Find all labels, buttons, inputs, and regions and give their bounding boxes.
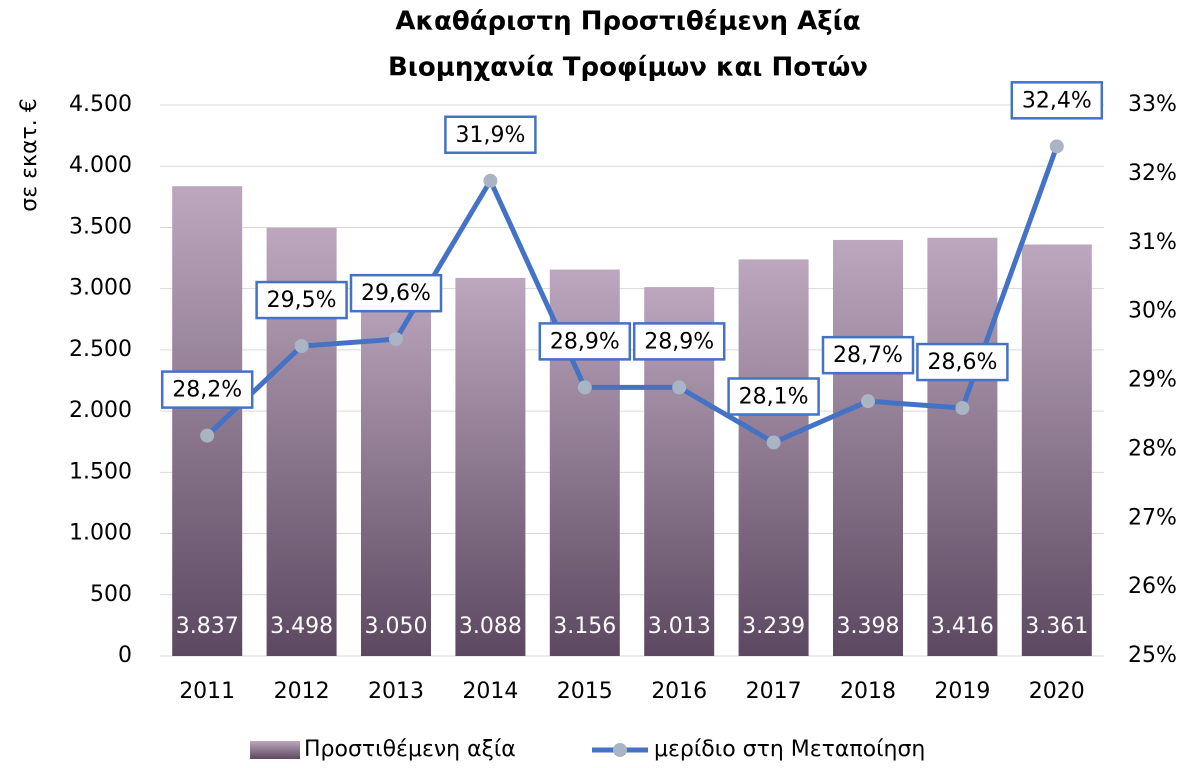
bar-value-label: 3.088 — [459, 614, 522, 639]
x-tick-label: 2018 — [840, 679, 896, 704]
marker — [577, 380, 592, 395]
data-label-box — [160, 370, 254, 409]
x-tick-label: 2016 — [651, 679, 707, 704]
marker — [861, 394, 875, 409]
data-label: 28,9% — [550, 329, 620, 354]
data-label: 31,9% — [455, 123, 525, 148]
y-tick-label: 2.500 — [69, 337, 132, 362]
data-label: 29,5% — [267, 288, 337, 313]
bar — [455, 277, 526, 656]
data-label-box — [255, 280, 348, 320]
y2-tick-label: 25% — [1128, 643, 1177, 668]
y-tick-label: 0 — [118, 643, 132, 668]
y-tick-label: 4.500 — [69, 92, 132, 117]
marker — [955, 401, 970, 416]
y2-tick-label: 28% — [1128, 436, 1177, 461]
x-tick-label: 2013 — [368, 679, 424, 704]
chart-title: Ακαθάριστη Προστιθέμενη Αξία — [395, 7, 860, 37]
data-label-box — [821, 335, 915, 375]
x-tick-label: 2012 — [274, 679, 330, 704]
bar — [1021, 244, 1092, 656]
data-label-box — [1010, 81, 1104, 120]
chart-subtitle: Βιομηχανία Τροφίμων και Ποτών — [388, 53, 868, 83]
data-label-box — [349, 273, 443, 313]
bar-value-label: 3.398 — [837, 614, 900, 639]
data-label: 28,7% — [833, 343, 903, 368]
data-label-box — [444, 115, 537, 155]
bar-value-label: 3.156 — [553, 614, 616, 639]
legend-label: μερίδιο στη Μεταποίηση — [654, 737, 925, 762]
x-tick-label: 2017 — [746, 679, 802, 704]
y-tick-label: 4.000 — [69, 153, 132, 178]
x-tick-label: 2020 — [1029, 679, 1085, 704]
marker — [1049, 139, 1064, 154]
bar-value-label: 3.416 — [931, 614, 994, 639]
data-label-box — [916, 342, 1009, 382]
data-label: 28,6% — [927, 350, 997, 375]
data-label-box — [538, 322, 632, 361]
y2-tick-label: 26% — [1128, 574, 1177, 599]
y-tick-label: 2.000 — [69, 398, 132, 423]
y-tick-label: 1.500 — [69, 459, 132, 484]
line — [205, 145, 1060, 445]
legend-label: Προστιθέμενη αξία — [304, 737, 516, 762]
data-label-box — [727, 377, 820, 416]
y-axis-label: σε εκατ. € — [17, 98, 42, 211]
legend-marker — [613, 743, 627, 757]
data-label: 28,9% — [644, 329, 714, 354]
bar-value-label: 3.050 — [365, 614, 428, 639]
y2-tick-label: 31% — [1128, 230, 1177, 255]
bar-value-label: 3.013 — [648, 614, 711, 639]
marker — [672, 380, 687, 395]
data-label-box — [632, 322, 726, 361]
data-label: 29,6% — [361, 281, 431, 306]
data-label: 28,2% — [172, 378, 242, 403]
x-tick-label: 2011 — [179, 679, 235, 704]
y2-tick-label: 30% — [1128, 299, 1177, 324]
bar — [172, 186, 243, 656]
y2-tick-label: 33% — [1128, 92, 1177, 117]
x-tick-label: 2019 — [934, 679, 990, 704]
x-tick-label: 2015 — [557, 679, 613, 704]
bar — [738, 259, 809, 656]
bar-value-label: 3.361 — [1025, 614, 1088, 639]
x-tick-label: 2014 — [462, 679, 518, 704]
bar — [833, 239, 903, 656]
y2-tick-label: 27% — [1128, 505, 1177, 530]
y-tick-label: 3.500 — [69, 214, 132, 239]
data-label: 32,4% — [1022, 88, 1092, 113]
y-tick-label: 500 — [90, 582, 132, 607]
marker — [389, 332, 403, 347]
y2-tick-label: 29% — [1128, 368, 1177, 393]
data-label: 28,1% — [739, 384, 809, 409]
legend-swatch — [250, 741, 300, 759]
bar-value-label: 3.498 — [270, 614, 333, 639]
marker — [766, 435, 781, 450]
y-tick-label: 3.000 — [69, 276, 132, 301]
marker — [294, 339, 309, 354]
marker — [200, 428, 215, 443]
y2-tick-label: 32% — [1128, 161, 1177, 186]
bar-value-label: 3.837 — [176, 614, 239, 639]
bar-value-label: 3.239 — [742, 614, 805, 639]
bar — [927, 237, 998, 656]
y-tick-label: 1.000 — [69, 521, 132, 546]
marker — [483, 173, 498, 188]
